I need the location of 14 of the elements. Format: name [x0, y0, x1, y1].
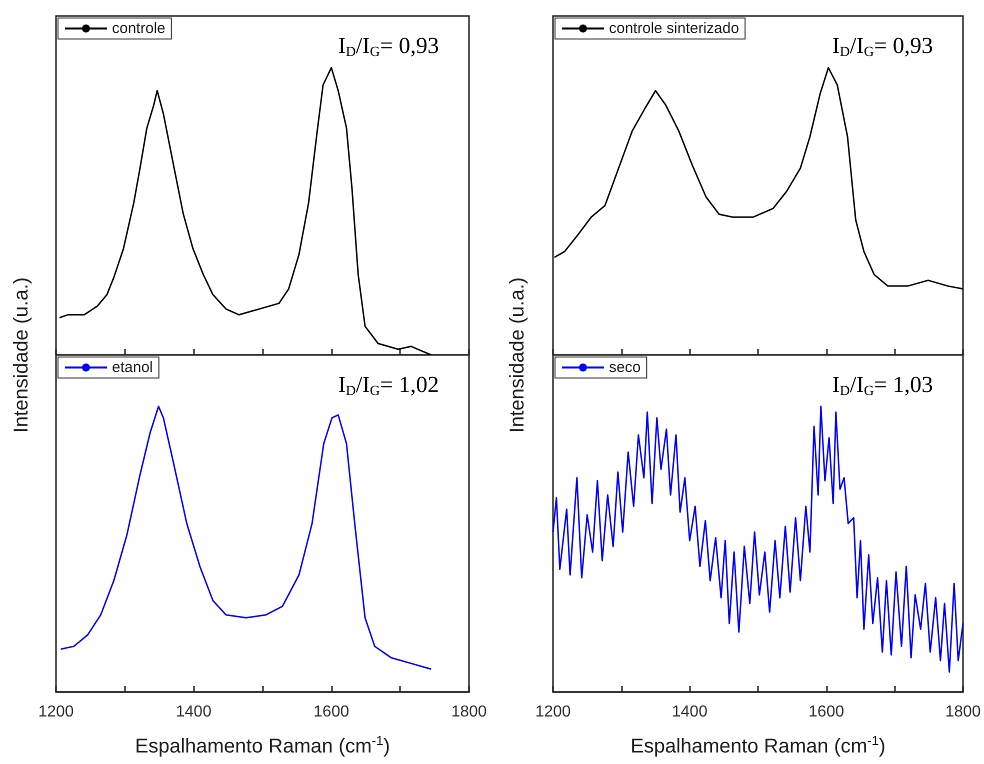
legend-label: controle: [112, 20, 166, 37]
x-tick-label: 1200: [535, 704, 571, 720]
x-tick-label: 1400: [176, 704, 212, 720]
x-tick-label: 1800: [451, 704, 487, 720]
x-tick-label: 1600: [314, 704, 350, 720]
legend-label: controle sinterizado: [609, 20, 740, 37]
y-axis-title: Intensidade (u.a.): [506, 277, 530, 433]
legend-label: seco: [609, 359, 641, 376]
x-tick-label: 1600: [808, 704, 844, 720]
legend-label: etanol: [112, 359, 153, 376]
x-tick-label: 1400: [672, 704, 708, 720]
x-tick-label: 1800: [945, 704, 981, 720]
y-axis-title: Intensidade (u.a.): [10, 277, 34, 433]
x-tick-label: 1200: [38, 704, 74, 720]
